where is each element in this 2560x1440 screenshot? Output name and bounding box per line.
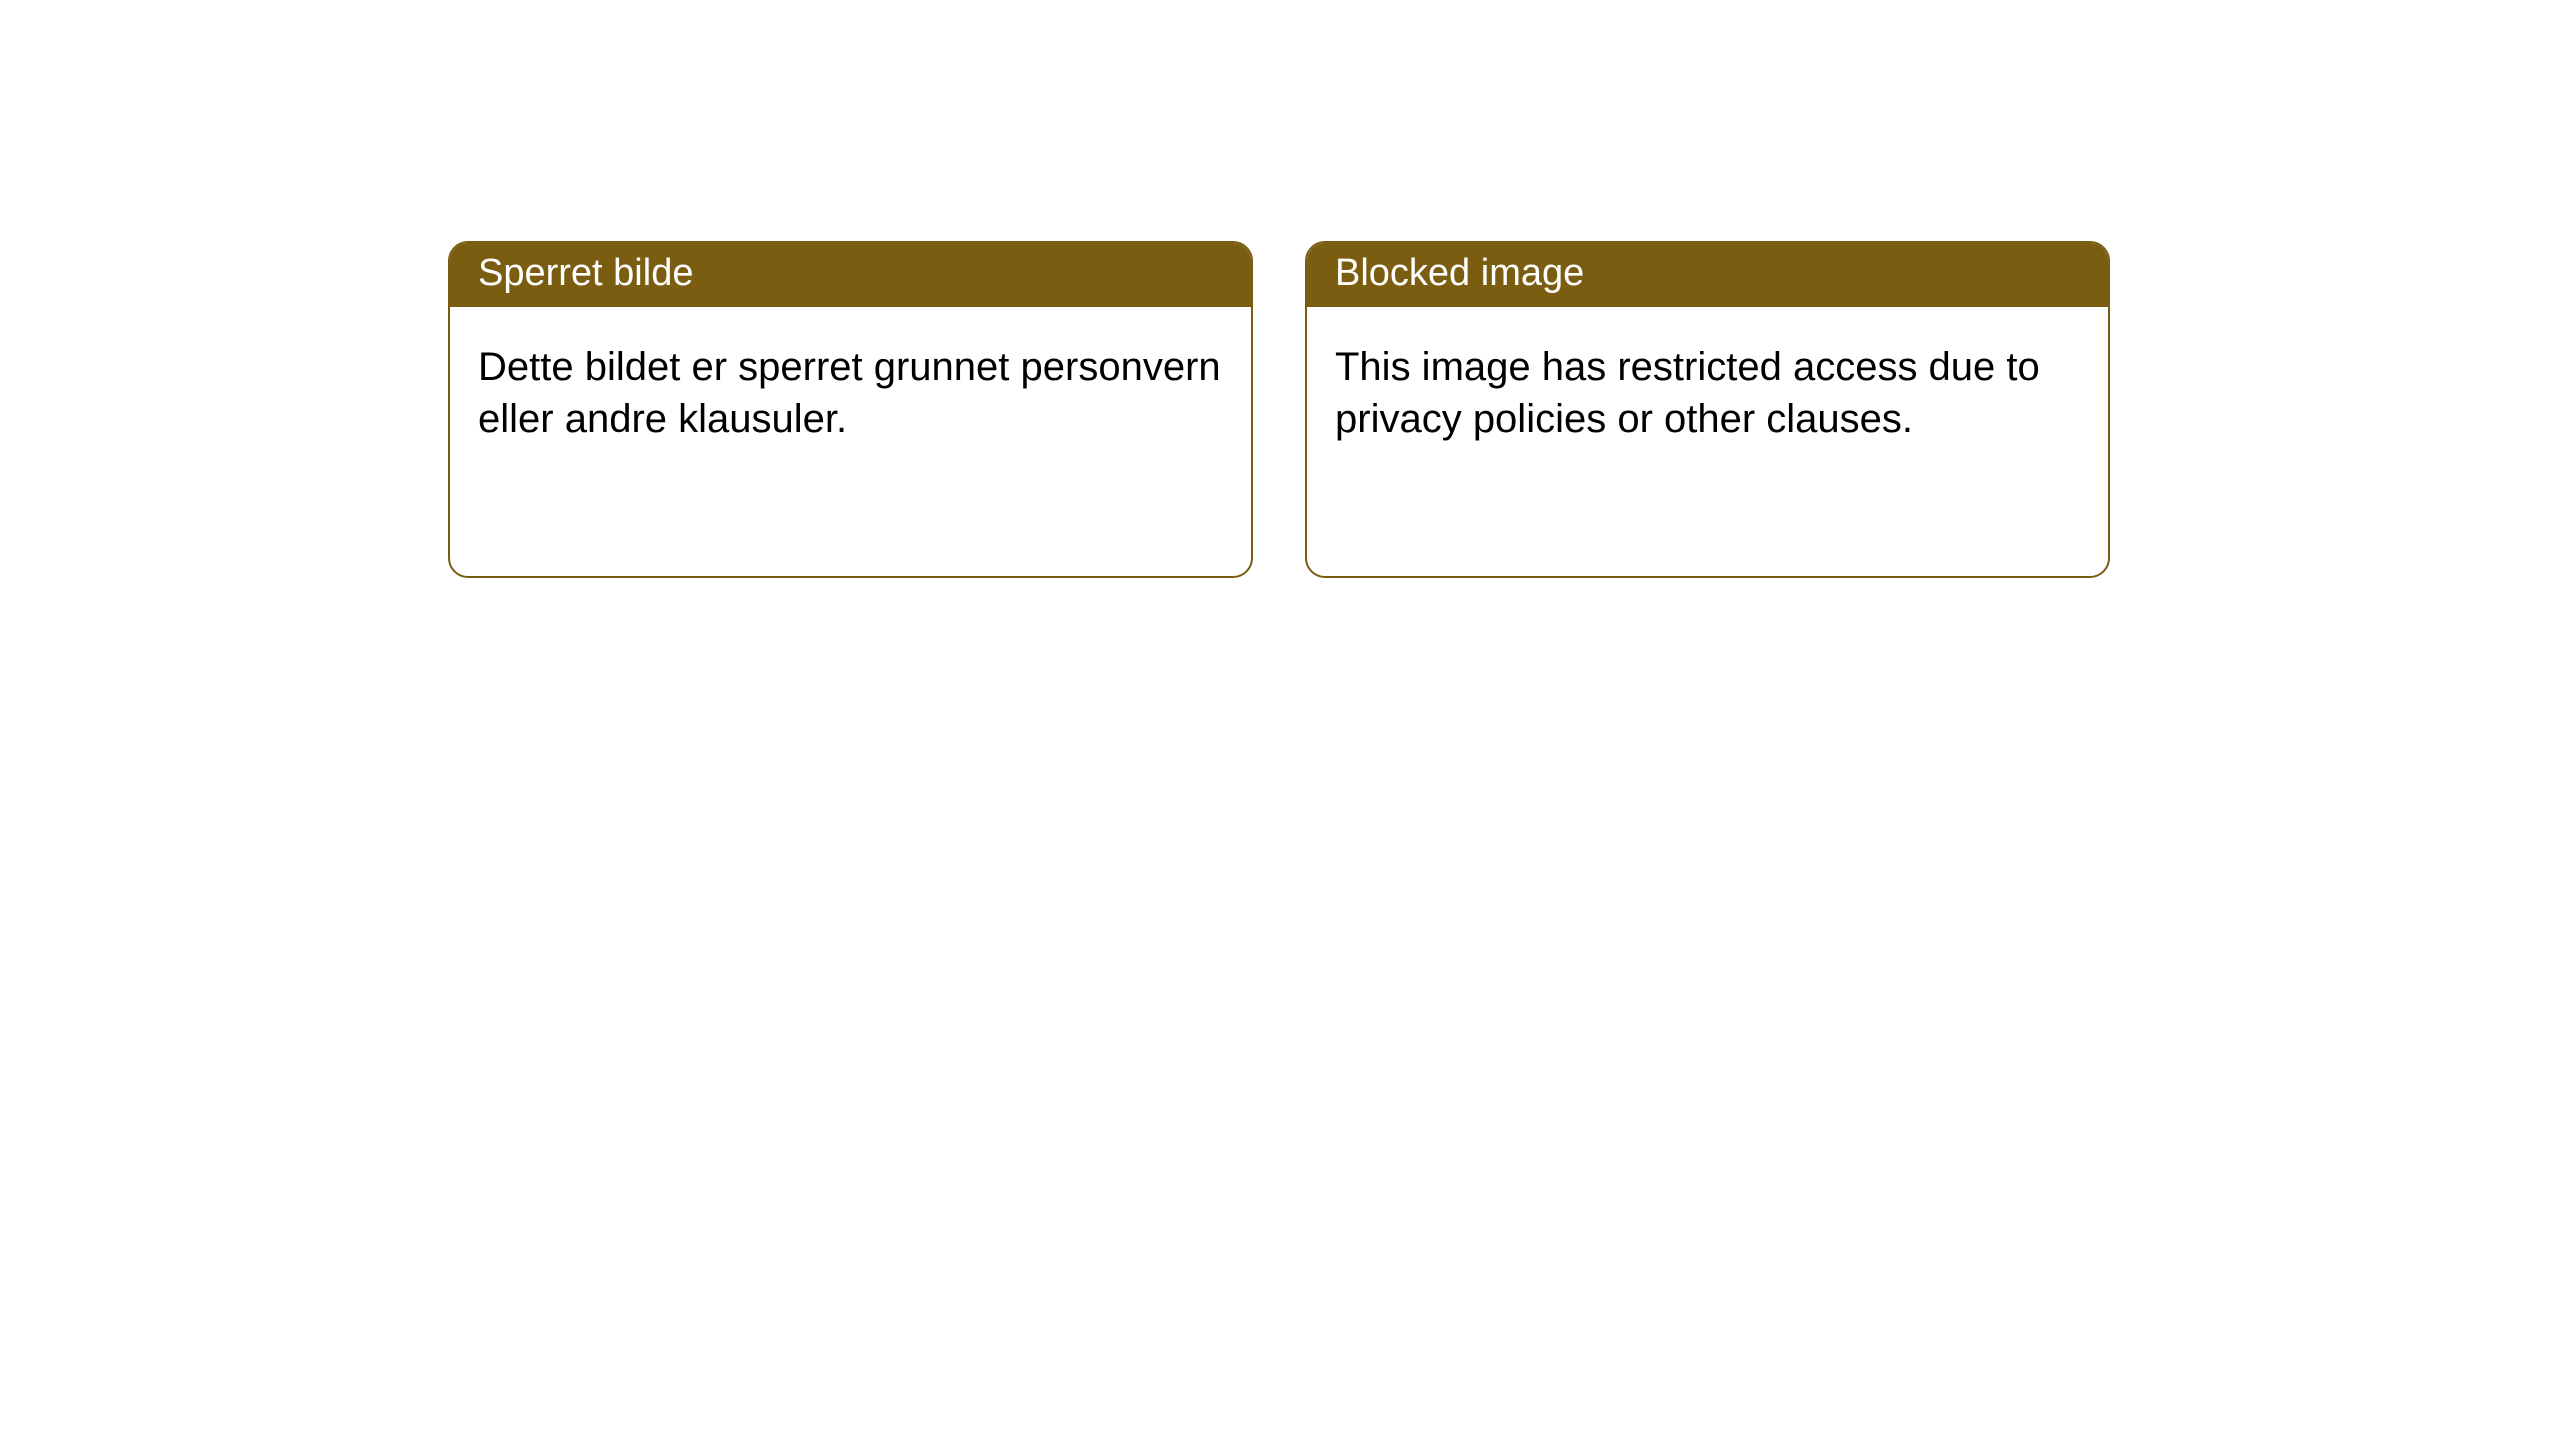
notice-card-body-no: Dette bildet er sperret grunnet personve… [450,307,1251,479]
notice-card-title-en: Blocked image [1307,243,2108,307]
notice-container: Sperret bilde Dette bildet er sperret gr… [0,0,2560,578]
notice-card-title-no: Sperret bilde [450,243,1251,307]
notice-card-en: Blocked image This image has restricted … [1305,241,2110,578]
notice-card-body-en: This image has restricted access due to … [1307,307,2108,479]
notice-card-no: Sperret bilde Dette bildet er sperret gr… [448,241,1253,578]
